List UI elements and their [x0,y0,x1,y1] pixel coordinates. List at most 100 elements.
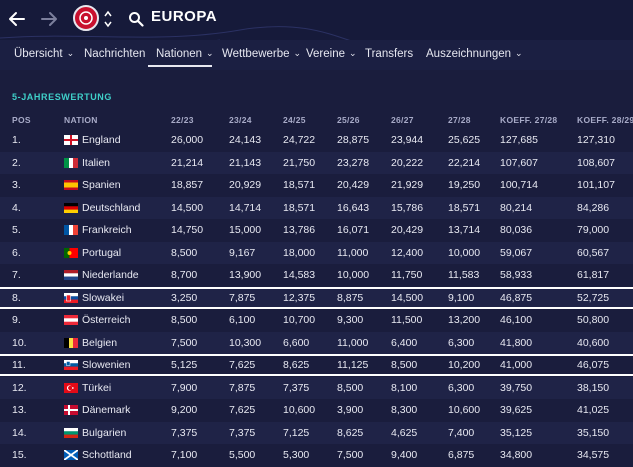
row-nation-link[interactable]: Niederlande [82,269,139,281]
tab-label: Auszeichnungen [426,48,512,60]
row-value: 11,000 [337,246,369,259]
page-title: EUROPA [151,8,218,25]
column-header-pos[interactable]: POS [12,115,31,125]
row-nation-link[interactable]: Österreich [82,314,131,326]
table-row[interactable]: 14. Bulgarien 7,375 7,375 7,125 8,625 4,625 7,4… [0,421,633,444]
column-header-koeff-2829[interactable]: KOEFF. 28/29 [577,115,633,125]
competition-switch-stepper[interactable] [103,7,113,31]
row-value: 13,900 [229,269,262,281]
forward-arrow-icon[interactable] [38,8,60,30]
row-value: 7,375 [229,426,256,439]
row-nation-link[interactable]: Spanien [82,179,121,191]
row-value: 14,583 [283,269,316,281]
column-header-2627[interactable]: 26/27 [391,115,414,125]
tab-vereine[interactable]: Vereine ⌄ [306,48,357,60]
table-row[interactable]: 13. Dänemark 9,200 7,625 10,600 3,900 8,300 10,… [0,399,633,421]
row-value: 18,857 [171,179,204,191]
row-value: 101,107 [577,179,615,191]
row-value: 40,600 [577,336,610,349]
tab-nationen[interactable]: Nationen ⌄ [156,48,214,60]
chevron-down-icon: ⌄ [66,48,75,58]
row-nation-link[interactable]: Schottland [82,449,132,461]
row-value: 8,700 [171,269,198,281]
row-value: 12,400 [391,246,424,259]
tab-transfers[interactable]: Transfers [365,48,413,60]
row-nation-link[interactable]: Bulgarien [82,426,127,439]
section-title: 5-JAHRESWERTUNG [12,92,113,102]
row-value: 5,300 [283,449,310,461]
table-row[interactable]: 8. Slowakei 3,250 7,875 12,375 8,875 14,500 9,1… [0,286,633,309]
flag-icon-turkey [64,382,78,393]
flag-icon-belgium [64,337,78,348]
row-value: 21,750 [283,156,316,169]
row-value: 13,714 [448,224,481,236]
row-value: 7,125 [283,426,310,439]
tab-label: Nachrichten [84,48,146,60]
row-value: 7,500 [171,336,198,349]
row-value: 10,200 [448,359,481,371]
tab-uebersicht[interactable]: Übersicht ⌄ [14,48,74,60]
table-row[interactable]: 5. Frankreich 14,750 15,000 13,786 16,071 20,4… [0,219,633,241]
table-row[interactable]: 7. Niederlande 8,700 13,900 14,583 10,000 11,7… [0,264,633,286]
table-row[interactable]: 1. England 26,000 24,143 24,722 28,875 23,944 2… [0,129,633,151]
table-row[interactable]: 12. Türkei 7,900 7,875 7,375 8,500 8,100 6,300 3… [0,376,633,399]
row-nation-link[interactable]: England [82,134,121,146]
row-value: 7,375 [283,381,310,394]
row-value: 8,100 [391,381,418,394]
row-value: 46,100 [500,314,533,326]
row-value: 10,000 [448,246,481,259]
row-nation-link[interactable]: Italien [82,156,111,169]
row-nation-link[interactable]: Dänemark [82,404,131,416]
column-header-2324[interactable]: 23/24 [229,115,252,125]
tab-wettbewerbe[interactable]: Wettbewerbe ⌄ [222,48,301,60]
row-value: 6,600 [283,336,310,349]
row-value: 80,214 [500,201,533,214]
row-position: 9. [12,314,21,326]
table-row[interactable]: 10. Belgien 7,500 10,300 6,600 11,000 6,400 6,3… [0,331,633,354]
row-value: 16,071 [337,224,370,236]
flag-icon-spain [64,180,78,190]
tab-label: Wettbewerbe [222,48,290,60]
row-value: 9,400 [391,449,418,461]
flag-icon-france [64,225,78,235]
column-header-2728[interactable]: 27/28 [448,115,471,125]
row-nation-link[interactable]: Slowakei [82,291,125,304]
search-icon[interactable] [128,11,144,27]
table-row[interactable]: 3. Spanien 18,857 20,929 18,571 20,429 21,929 1… [0,174,633,196]
row-nation-link[interactable]: Deutschland [82,201,141,214]
table-row[interactable]: 15. Schottland 7,100 5,500 5,300 7,500 9,400 6,… [0,444,633,466]
row-value: 21,929 [391,179,424,191]
row-nation-link[interactable]: Slowenien [82,359,131,371]
table-row[interactable]: 4. Deutschland 14,500 14,714 18,571 16,643 15,… [0,196,633,219]
column-header-koeff-2728[interactable]: KOEFF. 27/28 [500,115,558,125]
table-row[interactable]: 11. Slowenien 5,125 7,625 8,625 11,125 8,500 10… [0,354,633,376]
uefa-logo[interactable] [73,5,99,31]
table-row[interactable]: 2. Italien 21,214 21,143 21,750 23,278 20,222 2… [0,151,633,174]
column-header-2526[interactable]: 25/26 [337,115,360,125]
row-value: 50,800 [577,314,610,326]
tab-auszeichnungen[interactable]: Auszeichnungen ⌄ [426,48,523,60]
table-row[interactable]: 6. Portugal 8,500 9,167 18,000 11,000 12,400 10… [0,241,633,264]
row-value: 34,575 [577,449,610,461]
column-header-nation[interactable]: NATION [64,115,98,125]
row-value: 41,800 [500,336,533,349]
table-row[interactable]: 9. Österreich 8,500 6,100 10,700 9,300 11,500 1… [0,309,633,331]
row-position: 13. [12,404,27,416]
row-nation-link[interactable]: Belgien [82,336,118,349]
column-header-2425[interactable]: 24/25 [283,115,306,125]
row-value: 13,200 [448,314,481,326]
tab-nachrichten[interactable]: Nachrichten [84,48,145,60]
row-nation-link[interactable]: Türkei [82,381,112,394]
row-value: 127,685 [500,134,538,146]
row-value: 6,875 [448,449,475,461]
row-nation-link[interactable]: Portugal [82,246,122,259]
column-header-2223[interactable]: 22/23 [171,115,194,125]
row-position: 11. [12,359,26,371]
back-arrow-icon[interactable] [6,8,28,30]
row-value: 20,429 [337,179,370,191]
row-value: 14,750 [171,224,204,236]
flag-icon-austria [64,315,78,325]
row-nation-link[interactable]: Frankreich [82,224,132,236]
row-value: 10,300 [229,336,262,349]
row-value: 22,214 [448,156,481,169]
